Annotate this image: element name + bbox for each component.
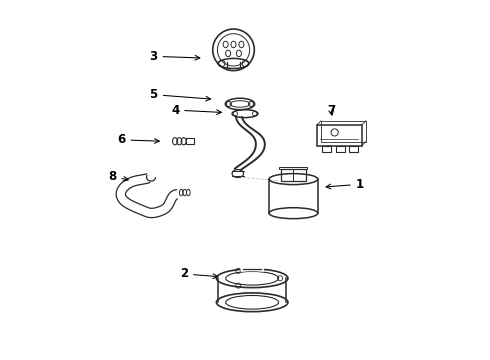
Bar (186, 138, 194, 144)
Text: 6: 6 (117, 133, 159, 146)
Text: 5: 5 (149, 88, 211, 101)
Bar (337, 146, 345, 152)
Bar (279, 167, 307, 170)
Text: 7: 7 (327, 104, 335, 117)
Text: 8: 8 (108, 170, 128, 183)
Text: 1: 1 (326, 178, 364, 191)
Text: 3: 3 (149, 50, 200, 63)
Bar (349, 146, 358, 152)
Bar (322, 146, 331, 152)
Text: 2: 2 (180, 267, 218, 280)
Text: 4: 4 (171, 104, 221, 117)
